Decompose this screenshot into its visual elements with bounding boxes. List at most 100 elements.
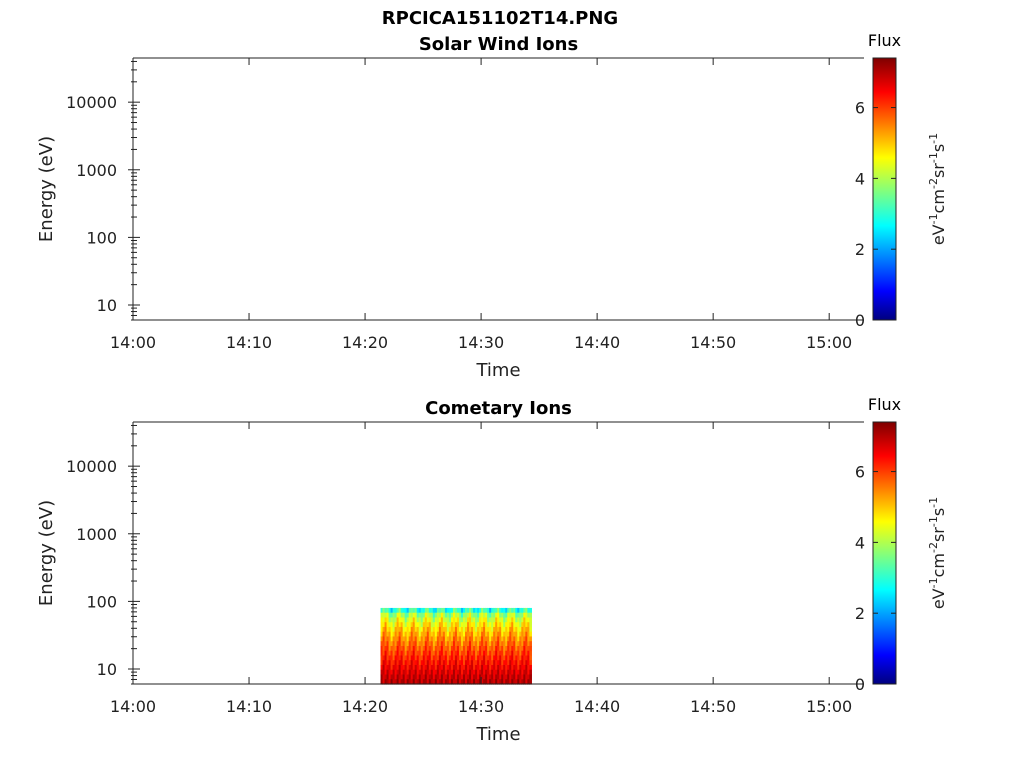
spectrogram-cell bbox=[452, 674, 456, 680]
spectrogram-cell bbox=[467, 650, 470, 657]
spectrogram-cell bbox=[503, 631, 506, 638]
spectrogram-cell bbox=[392, 617, 396, 623]
spectrogram-cell bbox=[462, 622, 466, 628]
spectrogram-cell bbox=[495, 655, 498, 661]
spectrogram-cell bbox=[493, 622, 496, 628]
spectrogram-cell bbox=[495, 641, 498, 647]
spectrogram-cell bbox=[479, 679, 482, 685]
spectrogram-cell bbox=[382, 679, 386, 685]
spectrogram-cell bbox=[499, 626, 502, 633]
spectrogram-cell bbox=[412, 612, 416, 619]
spectrogram-cell bbox=[442, 612, 446, 619]
unit-base: s bbox=[929, 508, 948, 516]
unit-base: cm bbox=[929, 189, 948, 213]
spectrogram-cell bbox=[481, 626, 484, 633]
colorbar-title: Flux bbox=[868, 31, 901, 50]
spectrogram-cell bbox=[390, 636, 394, 642]
spectrogram-cell bbox=[438, 626, 442, 633]
spectrogram-cell bbox=[479, 617, 482, 623]
spectrogram-cell bbox=[450, 660, 454, 666]
spectrogram-cell bbox=[422, 650, 426, 657]
spectrogram-cell bbox=[523, 664, 526, 671]
spectrogram-cell bbox=[525, 679, 528, 685]
spectrogram-cell bbox=[392, 636, 396, 642]
spectrogram-cell bbox=[452, 664, 456, 671]
spectrogram-cell bbox=[467, 645, 470, 652]
x-axis-label: Time bbox=[475, 360, 520, 381]
spectrogram-cell bbox=[434, 636, 438, 642]
spectrogram-cell bbox=[497, 674, 500, 680]
spectrogram-cell bbox=[471, 607, 474, 614]
spectrogram-cell bbox=[442, 674, 446, 680]
spectrogram-cell bbox=[390, 645, 394, 652]
spectrogram-cell bbox=[426, 645, 430, 652]
spectrogram-cell bbox=[529, 655, 532, 661]
spectrogram-cell bbox=[386, 660, 390, 666]
spectrogram-cell bbox=[388, 655, 392, 661]
spectrogram-cell bbox=[489, 650, 492, 657]
spectrogram-cell bbox=[475, 641, 478, 647]
spectrogram-cell bbox=[412, 655, 416, 661]
spectrogram-cell bbox=[527, 645, 530, 652]
panel-2: Cometary Ions 14:00 14:10 14:20 14:30 14:40 14… bbox=[36, 395, 948, 745]
spectrogram-cell bbox=[438, 655, 442, 661]
spectrogram-cell bbox=[426, 636, 430, 642]
spectrogram-cell bbox=[434, 645, 438, 652]
spectrogram-cell bbox=[422, 641, 426, 647]
spectrogram-cell bbox=[428, 664, 432, 671]
spectrogram-cell bbox=[493, 641, 496, 647]
spectrogram-cell bbox=[493, 645, 496, 652]
spectrogram-cell bbox=[477, 626, 480, 633]
spectrogram-cell bbox=[416, 655, 420, 661]
spectrogram-cell bbox=[444, 664, 448, 671]
spectrogram-cell bbox=[450, 636, 454, 642]
spectrogram-cell bbox=[473, 674, 476, 680]
spectrogram-cell bbox=[465, 674, 468, 680]
spectrogram-cell bbox=[404, 679, 408, 685]
spectrogram-cell bbox=[390, 655, 394, 661]
spectrogram-cell bbox=[519, 617, 522, 623]
spectrogram-cell bbox=[402, 617, 406, 623]
spectrogram-cell bbox=[430, 679, 434, 685]
spectrogram-cell bbox=[396, 612, 400, 619]
spectrogram-cell bbox=[408, 622, 412, 628]
spectrogram-cell bbox=[458, 655, 462, 661]
spectrogram-cell bbox=[495, 650, 498, 657]
spectrogram-cell bbox=[467, 607, 470, 614]
spectrogram-cell bbox=[442, 631, 446, 638]
spectrogram-cell bbox=[511, 664, 514, 671]
spectrogram-cell bbox=[382, 612, 386, 619]
x-tick-label: 14:30 bbox=[458, 333, 504, 352]
spectrogram-cell bbox=[501, 617, 504, 623]
spectrogram-cell bbox=[527, 641, 530, 647]
spectrogram-cell bbox=[394, 617, 398, 623]
spectrogram-cell bbox=[491, 607, 494, 614]
spectrogram-cell bbox=[458, 645, 462, 652]
spectrogram-cell bbox=[396, 622, 400, 628]
spectrogram-cell bbox=[489, 617, 492, 623]
spectrogram-cell bbox=[462, 669, 466, 676]
spectrogram-cell bbox=[384, 612, 388, 619]
spectrogram-cell bbox=[493, 650, 496, 657]
spectrogram-cell bbox=[430, 607, 434, 614]
spectrogram-cell bbox=[436, 650, 440, 657]
spectrogram-cell bbox=[505, 650, 508, 657]
spectrogram-cell bbox=[481, 641, 484, 647]
spectrogram-cell bbox=[448, 622, 452, 628]
spectrogram-cell bbox=[390, 626, 394, 633]
spectrogram-cell bbox=[382, 655, 386, 661]
spectrogram-cell bbox=[477, 607, 480, 614]
spectrogram-cell bbox=[410, 664, 414, 671]
spectrogram-cell bbox=[507, 674, 510, 680]
spectrogram-cell bbox=[465, 669, 468, 676]
spectrogram-cell bbox=[410, 636, 414, 642]
spectrogram-cell bbox=[422, 612, 426, 619]
spectrogram-cell bbox=[529, 679, 532, 685]
spectrogram-cell bbox=[479, 664, 482, 671]
spectrogram-cell bbox=[424, 612, 428, 619]
spectrogram-cell bbox=[521, 626, 524, 633]
spectrogram-cell bbox=[462, 664, 466, 671]
spectrogram-cell bbox=[465, 622, 468, 628]
spectrogram-cell bbox=[446, 669, 450, 676]
spectrogram-cell bbox=[380, 607, 384, 614]
